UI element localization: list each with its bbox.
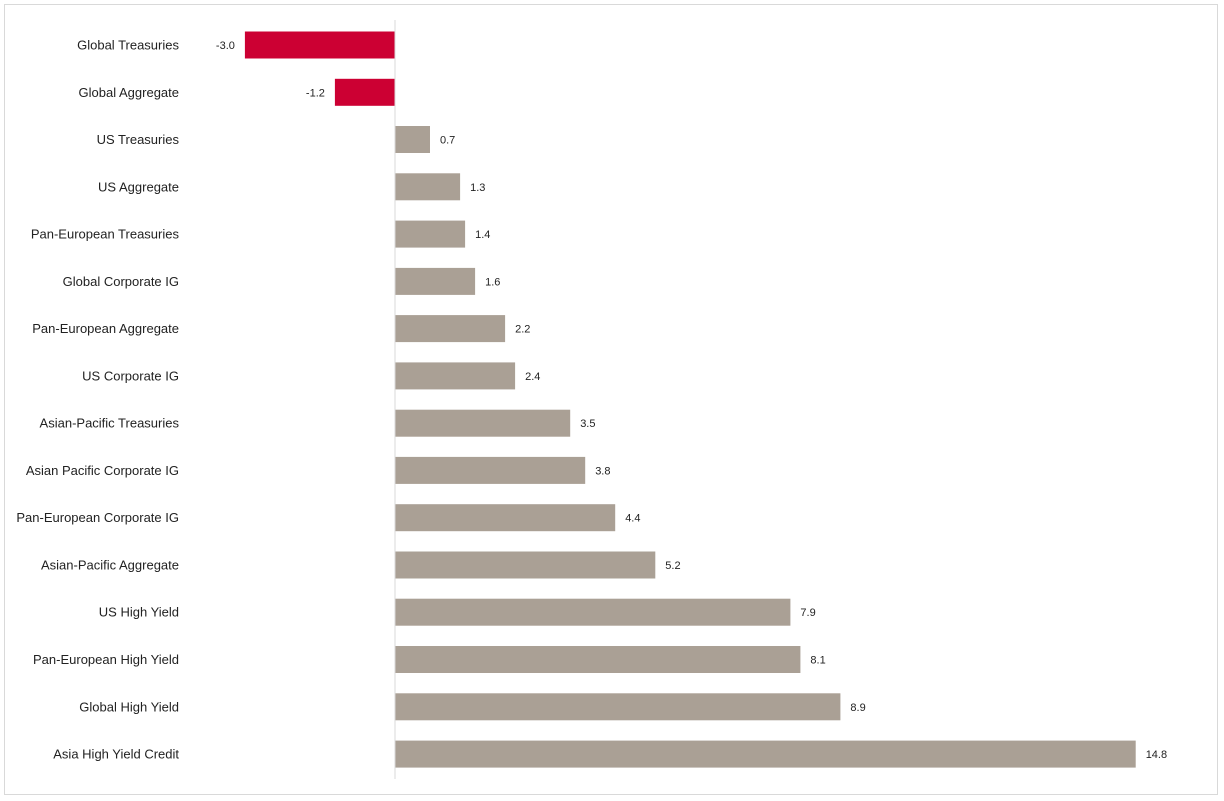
category-label-global-corporate-ig: Global Corporate IG (63, 274, 179, 289)
category-label-global-treasuries: Global Treasuries (77, 38, 179, 53)
value-label-pan-european-treasuries: 1.4 (475, 229, 490, 241)
value-label-us-high-yield: 7.9 (800, 607, 815, 619)
value-label-asia-high-yield-credit: 14.8 (1146, 749, 1167, 761)
value-label-pan-european-corporate-ig: 4.4 (625, 513, 640, 525)
bar-pan-european-high-yield (395, 646, 801, 673)
category-label-pan-european-high-yield: Pan-European High Yield (33, 652, 179, 667)
value-label-asian-pacific-corporate-ig: 3.8 (595, 465, 610, 477)
bar-global-corporate-ig (395, 267, 476, 295)
value-label-global-high-yield: 8.9 (850, 702, 865, 714)
category-label-asian-pacific-aggregate: Asian-Pacific Aggregate (41, 558, 179, 573)
bar-global-high-yield (395, 693, 841, 721)
bar-asia-high-yield-credit (395, 740, 1136, 768)
bar-pan-european-treasuries (395, 220, 466, 248)
category-label-pan-european-corporate-ig: Pan-European Corporate IG (16, 510, 179, 525)
category-label-global-aggregate: Global Aggregate (79, 85, 179, 100)
bar-us-corporate-ig (395, 362, 516, 390)
value-label-asian-pacific-treasuries: 3.5 (580, 418, 595, 430)
value-label-global-treasuries: -3.0 (216, 40, 235, 52)
category-label-asian-pacific-treasuries: Asian-Pacific Treasuries (40, 416, 180, 431)
bar-pan-european-corporate-ig (395, 504, 616, 532)
value-label-asian-pacific-aggregate: 5.2 (665, 560, 680, 572)
category-label-us-high-yield: US High Yield (99, 605, 179, 620)
bar-asian-pacific-treasuries (395, 409, 571, 437)
bar-us-high-yield (395, 598, 791, 626)
labels-layer: Global Treasuries -3.0 Global Aggregate -1.… (16, 38, 1167, 762)
bar-us-aggregate (395, 173, 461, 201)
bar-asian-pacific-corporate-ig (395, 456, 586, 484)
bar-global-treasuries (244, 31, 395, 59)
bar-asian-pacific-aggregate (395, 551, 656, 579)
category-label-asia-high-yield-credit: Asia High Yield Credit (53, 747, 179, 762)
value-label-us-corporate-ig: 2.4 (525, 371, 540, 383)
category-label-us-treasuries: US Treasuries (97, 132, 180, 147)
category-label-global-high-yield: Global High Yield (79, 699, 179, 714)
value-label-us-treasuries: 0.7 (440, 135, 455, 147)
category-label-asian-pacific-corporate-ig: Asian Pacific Corporate IG (26, 463, 179, 478)
category-label-us-corporate-ig: US Corporate IG (82, 368, 179, 383)
bar-us-treasuries (395, 126, 430, 153)
category-label-pan-european-aggregate: Pan-European Aggregate (32, 321, 179, 336)
bars-layer (244, 31, 1136, 768)
value-label-global-corporate-ig: 1.6 (485, 276, 500, 288)
value-label-us-aggregate: 1.3 (470, 182, 485, 194)
category-label-pan-european-treasuries: Pan-European Treasuries (31, 227, 180, 242)
bar-pan-european-aggregate (395, 315, 506, 343)
bar-global-aggregate (334, 78, 395, 106)
value-label-pan-european-high-yield: 8.1 (810, 655, 825, 667)
category-label-us-aggregate: US Aggregate (98, 179, 179, 194)
value-label-global-aggregate: -1.2 (306, 87, 325, 99)
value-label-pan-european-aggregate: 2.2 (515, 324, 530, 336)
